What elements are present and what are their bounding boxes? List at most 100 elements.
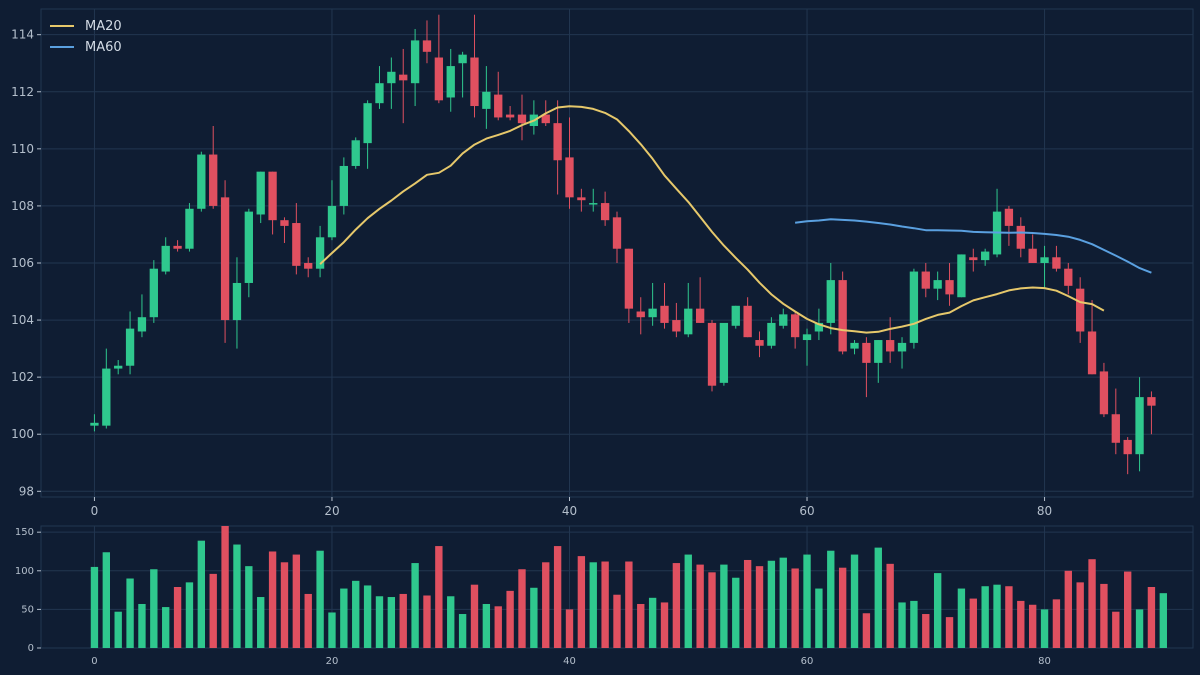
legend-ma60-label: MA60 — [85, 40, 122, 55]
candle-body — [577, 197, 586, 201]
volume-bar — [316, 550, 324, 648]
candle-body — [743, 305, 752, 338]
candle-body — [767, 322, 776, 346]
candle-body — [1040, 257, 1049, 263]
volume-bar — [209, 573, 217, 648]
candle-body — [814, 322, 824, 332]
volume-bar — [506, 590, 514, 648]
volume-bar — [1064, 570, 1072, 648]
volume-bar — [969, 598, 977, 648]
volume-tick-label-x: 60 — [801, 656, 814, 667]
candle-body — [933, 280, 942, 289]
candle-body — [351, 140, 360, 166]
candle-body — [197, 154, 206, 209]
candle-body — [1123, 439, 1132, 455]
volume-bar — [280, 562, 289, 648]
volume-bar — [838, 567, 847, 648]
volume-bar — [150, 569, 158, 648]
candle-body — [505, 114, 515, 118]
candle-body — [826, 280, 835, 323]
candle-body — [589, 203, 598, 205]
candle-body — [874, 340, 883, 363]
candle-body — [399, 74, 408, 81]
volume-bar — [542, 562, 550, 648]
candle-body — [755, 340, 764, 346]
volume-bar — [1052, 599, 1061, 648]
volume-bar — [530, 587, 538, 648]
legend: MA20 MA60 — [50, 19, 122, 55]
volume-bar — [494, 606, 502, 648]
volume-bar — [292, 554, 301, 648]
candle-body — [779, 314, 788, 326]
volume-bar — [696, 564, 704, 648]
candle-body — [114, 365, 123, 369]
volume-bar — [114, 611, 122, 648]
volume-bar — [1123, 571, 1132, 648]
candle-body — [981, 251, 990, 261]
volume-bar — [815, 588, 823, 648]
volume-panel: 0 50 100 150 0 20 40 60 80 — [15, 525, 1194, 667]
volume-bar — [672, 563, 681, 648]
candle-body — [102, 368, 111, 426]
candle-body — [1099, 371, 1109, 415]
volume-bar — [1147, 587, 1156, 648]
price-tick-label-x: 80 — [1037, 504, 1052, 518]
volume-tick-label-y: 150 — [15, 527, 34, 538]
price-tick-label-y: 112 — [11, 85, 34, 99]
price-tick-label-y: 108 — [11, 199, 34, 213]
price-tick-label-y: 98 — [19, 484, 34, 498]
volume-bar — [173, 587, 182, 648]
volume-bar — [482, 603, 491, 648]
volume-bar — [423, 595, 431, 648]
price-tick-label-y: 114 — [11, 28, 34, 42]
volume-bar — [648, 597, 657, 648]
candle-body — [624, 248, 634, 309]
candle-body — [517, 114, 527, 124]
candle-body — [315, 237, 325, 269]
volume-bar — [138, 603, 146, 648]
price-tick-label-x: 40 — [562, 504, 577, 518]
candle-body — [719, 322, 729, 383]
candle-body — [612, 217, 622, 249]
volume-bar — [660, 602, 669, 648]
volume-bar — [102, 552, 111, 648]
volume-tick-label-x: 40 — [563, 656, 576, 667]
volume-tick-label-y: 0 — [28, 643, 34, 654]
candle-body — [185, 208, 194, 249]
price-tick-label-y: 100 — [11, 427, 34, 441]
candle-body — [695, 308, 705, 323]
volume-bar — [197, 540, 206, 648]
price-tick-label-y: 102 — [11, 370, 34, 384]
volume-bar — [1100, 583, 1108, 648]
volume-bar — [221, 526, 229, 648]
candle-body — [470, 57, 479, 107]
legend-ma20-label: MA20 — [85, 19, 122, 34]
candle-body — [1135, 397, 1144, 455]
candle-body — [410, 40, 420, 84]
volume-bar — [827, 550, 835, 648]
volume-bar — [684, 554, 692, 648]
volume-bar — [743, 559, 752, 648]
candle-body — [125, 328, 135, 366]
volume-bar — [1135, 609, 1144, 648]
candle-body — [387, 71, 396, 84]
volume-bar — [1088, 559, 1096, 648]
volume-bar — [957, 588, 966, 648]
volume-bar — [589, 562, 597, 648]
candle-body — [446, 66, 455, 98]
series-line-ma20 — [319, 105, 1105, 334]
price-panel: 98 100 102 104 106 108 110 112 114 0 20 40 60 80 — [11, 8, 1194, 518]
volume-tick-label-x: 80 — [1038, 656, 1051, 667]
volume-bar — [1017, 600, 1025, 648]
candle-body — [790, 314, 800, 338]
volume-bar — [328, 612, 336, 648]
candle-body — [161, 245, 170, 272]
volume-bar — [185, 582, 194, 648]
candle-body — [565, 157, 574, 198]
volume-bar — [1028, 604, 1037, 648]
candle-body — [327, 205, 337, 238]
candle-body — [90, 422, 99, 426]
volume-bar — [470, 584, 479, 648]
